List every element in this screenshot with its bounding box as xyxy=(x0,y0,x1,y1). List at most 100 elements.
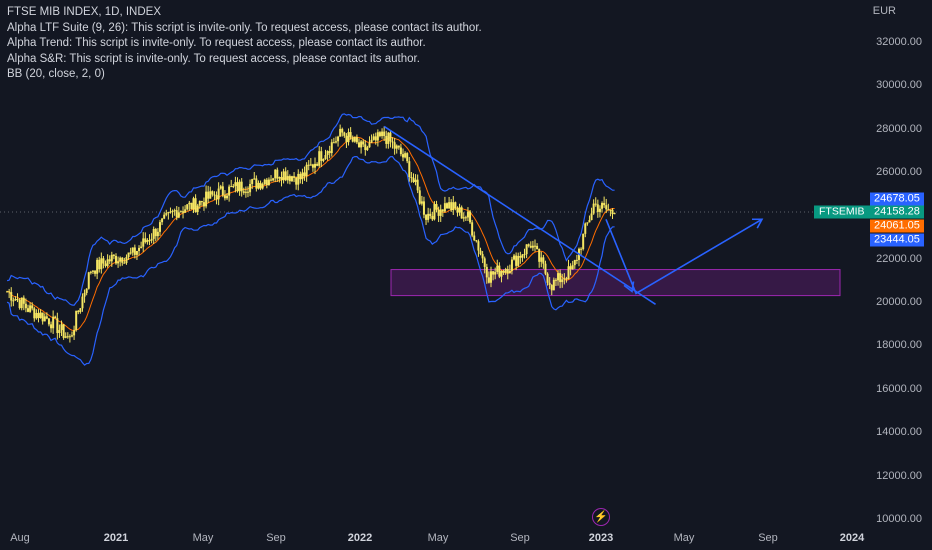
candle-body xyxy=(552,279,555,291)
candle-body xyxy=(75,310,78,331)
candle-body xyxy=(284,171,287,181)
candle-body xyxy=(544,263,547,274)
flash-icon[interactable]: ⚡ xyxy=(592,508,610,526)
candle-body xyxy=(50,324,53,329)
candle-body xyxy=(129,252,132,254)
candle-body xyxy=(207,191,210,199)
candle-body xyxy=(502,271,505,273)
candle-body xyxy=(211,191,214,195)
candle-body xyxy=(73,330,76,336)
candle-body xyxy=(198,201,201,206)
candle-body xyxy=(397,145,400,148)
candle-body xyxy=(494,272,497,275)
candle-body xyxy=(326,151,329,156)
candle-body xyxy=(592,203,595,214)
candle-body xyxy=(188,202,191,205)
candle-body xyxy=(542,257,545,264)
candle-body xyxy=(12,300,15,302)
candle-body xyxy=(64,336,67,338)
candle-body xyxy=(205,191,208,207)
time-axis-label: 2023 xyxy=(588,532,614,544)
time-axis-label: May xyxy=(673,532,695,544)
candle-body xyxy=(255,178,258,189)
candle-body xyxy=(565,278,568,280)
candle-body xyxy=(362,141,365,145)
time-axis-label: 2022 xyxy=(347,532,373,544)
candle-body xyxy=(330,142,333,154)
candle-body xyxy=(230,186,233,188)
symbol-title[interactable]: FTSE MIB INDEX, 1D, INDEX xyxy=(7,6,161,18)
candle-body xyxy=(39,312,42,319)
currency-label[interactable]: EUR xyxy=(872,5,896,17)
candle-body xyxy=(477,241,480,251)
support-zone-box[interactable] xyxy=(390,269,841,297)
candle-body xyxy=(527,244,530,246)
candle-body xyxy=(295,177,298,185)
candle-body xyxy=(251,179,254,184)
price-axis-label: 12000.00 xyxy=(876,469,922,482)
candle-body xyxy=(29,305,32,312)
candle-body xyxy=(20,297,23,309)
candle-body xyxy=(47,318,50,325)
candle-body xyxy=(83,292,86,297)
candle-body xyxy=(202,202,205,207)
price-axis-label: 16000.00 xyxy=(876,382,922,395)
candle-body xyxy=(439,209,442,216)
candle-body xyxy=(87,272,90,289)
candle-body xyxy=(108,259,111,262)
candle-body xyxy=(416,179,419,191)
candle-body xyxy=(293,176,296,178)
candle-body xyxy=(60,324,63,331)
candle-body xyxy=(441,209,444,212)
candle-body xyxy=(492,271,495,275)
candle-body xyxy=(523,254,526,256)
candle-body xyxy=(513,255,516,260)
candle-body xyxy=(601,203,604,209)
candle-body xyxy=(226,195,229,199)
candle-body xyxy=(236,182,239,192)
candle-body xyxy=(433,204,436,220)
candle-body xyxy=(307,164,310,166)
arrow-head-down xyxy=(623,281,635,293)
candle-body xyxy=(175,210,178,218)
candle-body xyxy=(299,173,302,180)
downtrend-line[interactable] xyxy=(383,125,656,305)
candle-body xyxy=(213,194,216,196)
candle-body xyxy=(328,151,331,154)
indicator-alpha-sr[interactable]: Alpha S&R: This script is invite-only. T… xyxy=(7,52,420,65)
time-axis-label: Aug xyxy=(10,532,30,544)
candle-body xyxy=(607,209,610,211)
projection-path[interactable] xyxy=(605,218,763,295)
candle-body xyxy=(33,308,36,319)
candle-body xyxy=(506,269,509,274)
candle-body xyxy=(276,169,279,179)
candle-body xyxy=(406,153,409,162)
candle-body xyxy=(584,223,587,234)
candle-body xyxy=(590,213,593,221)
candle-body xyxy=(487,277,490,283)
candle-body xyxy=(70,335,73,337)
candle-body xyxy=(56,318,59,334)
candle-body xyxy=(104,263,107,266)
indicator-alpha-trend[interactable]: Alpha Trend: This script is invite-only.… xyxy=(7,37,426,49)
candle-body xyxy=(370,139,373,143)
candle-body xyxy=(341,128,344,133)
support-zone[interactable] xyxy=(390,269,841,297)
candle-body xyxy=(485,266,488,278)
candle-body xyxy=(557,273,560,281)
candle-body xyxy=(165,213,168,215)
candle-body xyxy=(303,172,306,177)
candle-body xyxy=(43,316,46,322)
indicator-alpha-ltf[interactable]: Alpha LTF Suite (9, 26): This script is … xyxy=(7,21,482,34)
candle-body xyxy=(96,259,99,274)
candle-body xyxy=(603,203,606,206)
candle-body xyxy=(347,132,350,143)
bollinger-bands xyxy=(6,113,615,366)
candle-body xyxy=(68,336,71,338)
candle-body xyxy=(305,164,308,177)
indicator-bb[interactable]: BB (20, close, 2, 0) xyxy=(7,68,105,80)
candle-body xyxy=(161,218,164,223)
candle-body xyxy=(515,255,518,266)
drawing-tools[interactable] xyxy=(383,125,764,305)
